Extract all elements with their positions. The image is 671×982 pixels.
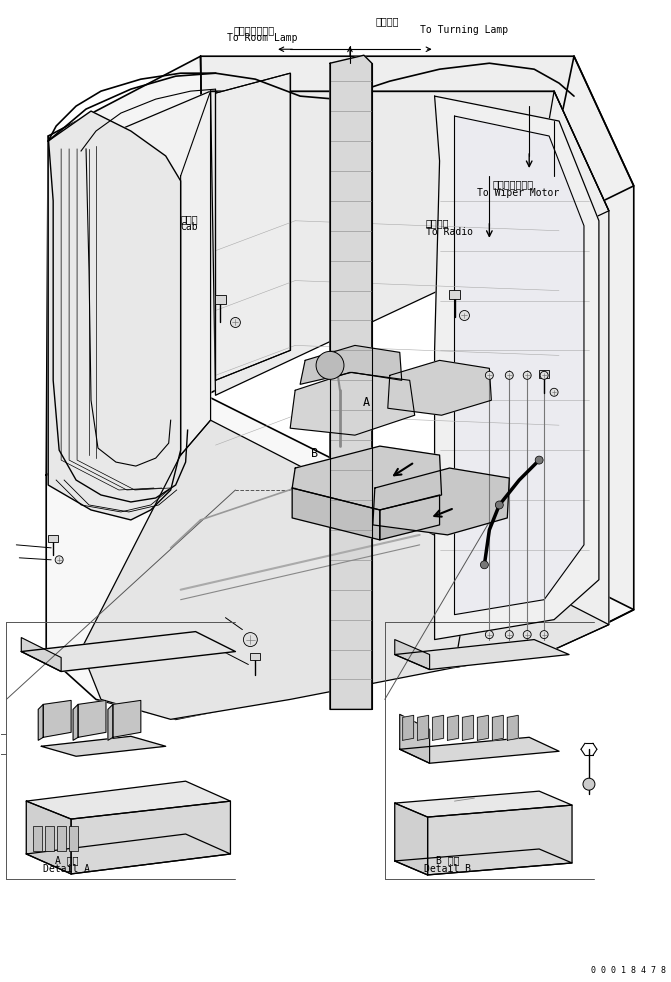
Circle shape [495,501,503,509]
Polygon shape [435,96,599,639]
Polygon shape [26,801,71,874]
Circle shape [505,371,513,379]
Circle shape [505,630,513,638]
Polygon shape [81,420,609,720]
Circle shape [523,371,531,379]
Circle shape [480,561,488,569]
Text: 0 0 0 1 8 4 7 8: 0 0 0 1 8 4 7 8 [591,965,666,975]
Polygon shape [493,715,503,740]
Polygon shape [400,714,429,763]
Polygon shape [211,91,609,396]
Text: B: B [311,447,317,460]
Circle shape [460,310,470,320]
Polygon shape [43,700,71,737]
Circle shape [535,456,543,464]
Polygon shape [73,704,78,740]
Text: B 詳細: B 詳細 [436,855,460,865]
Polygon shape [26,834,230,874]
Polygon shape [395,639,429,670]
Text: A: A [363,396,370,409]
Polygon shape [300,346,402,384]
Text: A 詳細: A 詳細 [55,855,79,865]
Polygon shape [71,801,230,874]
Bar [69,826,78,851]
Text: ワイパモータへ: ワイパモータへ [493,180,533,190]
Text: Cab: Cab [180,223,198,233]
Polygon shape [46,56,205,475]
Polygon shape [454,116,584,615]
Bar [57,826,66,851]
Text: 回転打へ: 回転打へ [376,17,399,27]
Circle shape [540,371,548,379]
Circle shape [523,630,531,638]
Polygon shape [507,715,518,740]
Circle shape [550,388,558,397]
Polygon shape [38,704,43,740]
Polygon shape [395,791,572,817]
Polygon shape [462,715,474,740]
Circle shape [583,778,595,791]
Circle shape [230,317,240,327]
Polygon shape [21,637,61,672]
Circle shape [244,632,257,646]
Polygon shape [395,849,572,875]
Text: To Radio: To Radio [425,228,472,238]
Text: To Wiper Motor: To Wiper Motor [477,189,560,198]
Bar [215,295,226,303]
Circle shape [55,556,63,564]
Polygon shape [477,715,488,740]
Polygon shape [433,715,444,740]
Polygon shape [395,639,569,670]
Polygon shape [292,488,380,540]
Bar [48,535,58,542]
Bar [539,370,549,378]
Polygon shape [26,781,230,819]
Polygon shape [215,74,290,380]
Circle shape [540,630,548,638]
Polygon shape [427,805,572,875]
Polygon shape [395,803,427,875]
Text: To Turning Lamp: To Turning Lamp [419,25,508,34]
Circle shape [485,630,493,638]
Circle shape [316,352,344,379]
Polygon shape [400,737,559,763]
Polygon shape [113,700,141,737]
Text: キャブ: キャブ [180,214,198,224]
Text: ルームランプへ: ルームランプへ [234,25,275,34]
Polygon shape [46,396,634,720]
Bar [45,826,54,851]
Polygon shape [292,446,442,510]
Text: ラジオへ: ラジオへ [425,219,449,229]
Text: To Room Lamp: To Room Lamp [227,33,298,43]
Polygon shape [41,736,166,756]
Polygon shape [78,700,106,737]
Polygon shape [417,715,429,740]
Bar [250,653,260,660]
Polygon shape [21,631,236,672]
Bar [448,290,460,299]
Polygon shape [373,468,509,535]
Polygon shape [180,91,211,455]
Text: Detail B: Detail B [424,864,471,874]
Polygon shape [108,704,113,740]
Circle shape [485,371,493,379]
Polygon shape [380,495,440,540]
Polygon shape [48,111,180,519]
Polygon shape [403,715,414,740]
Bar [34,826,42,851]
Polygon shape [450,56,634,660]
Polygon shape [330,55,372,709]
Polygon shape [201,56,634,396]
Text: Detail A: Detail A [44,864,91,874]
Polygon shape [388,360,491,415]
Polygon shape [454,91,609,668]
Polygon shape [81,91,211,480]
Polygon shape [448,715,458,740]
Polygon shape [290,372,415,435]
